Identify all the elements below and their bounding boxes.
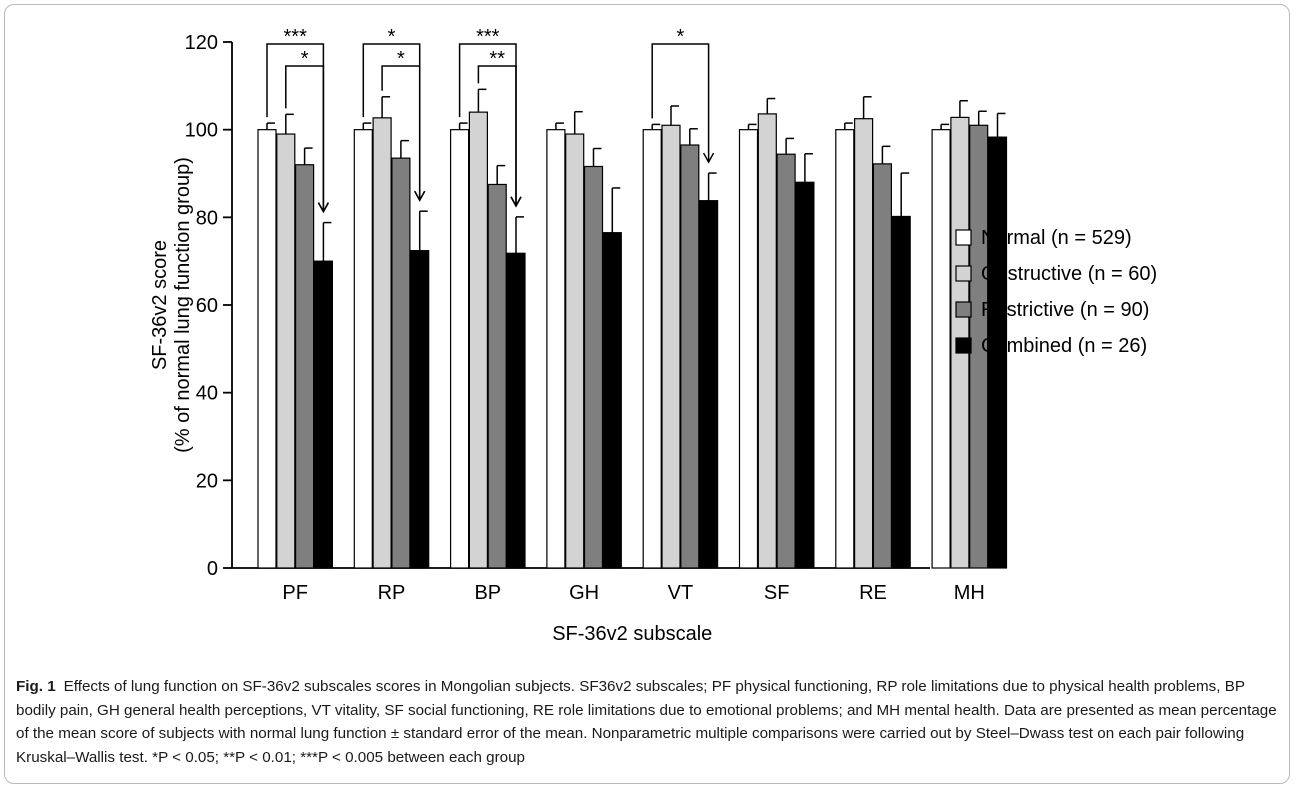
bar <box>257 129 277 569</box>
x-tick-label: VT <box>668 582 694 604</box>
x-tick-label: PF <box>282 582 308 604</box>
y-tick-label: 20 <box>196 470 218 492</box>
bar <box>776 153 796 569</box>
caption-text: Effects of lung function on SF-36v2 subs… <box>16 678 1277 766</box>
bar <box>450 129 470 569</box>
bar <box>931 129 951 569</box>
bar <box>468 111 488 569</box>
y-tick-label: 120 <box>185 32 218 54</box>
significance-label: * <box>388 26 396 48</box>
bar <box>313 260 333 569</box>
bar <box>680 144 700 569</box>
y-tick-label: 100 <box>185 120 218 142</box>
legend-swatch <box>955 301 972 318</box>
significance-bracket <box>477 65 517 205</box>
significance-label: * <box>397 48 405 70</box>
y-tick-label: 60 <box>196 295 218 317</box>
x-tick-label: MH <box>954 582 985 604</box>
y-tick-label: 80 <box>196 207 218 229</box>
x-tick-label: RP <box>378 582 406 604</box>
significance-arrowhead <box>317 202 330 214</box>
bar <box>872 163 893 569</box>
bar <box>276 133 296 569</box>
bar <box>757 113 777 569</box>
bar <box>738 129 759 569</box>
significance-arrowhead <box>510 196 522 208</box>
significance-bracket <box>285 65 325 211</box>
bar <box>642 129 662 569</box>
x-tick-label: BP <box>474 582 501 604</box>
significance-label: * <box>301 48 309 70</box>
legend-label: Normal (n = 529) <box>981 227 1132 249</box>
bar <box>372 117 392 569</box>
bar <box>295 164 315 569</box>
legend-label: Obstructive (n = 60) <box>981 263 1157 285</box>
legend-swatch <box>955 337 972 354</box>
significance-label: *** <box>476 26 500 48</box>
bar <box>410 250 430 569</box>
legend-swatch <box>955 265 972 282</box>
y-axis-title: SF-36v2 score <box>149 240 171 370</box>
bar <box>891 215 911 569</box>
x-tick-label: RE <box>859 582 887 604</box>
y-tick-label: 0 <box>207 558 218 580</box>
bar <box>506 252 526 569</box>
significance-arrowhead <box>702 152 715 164</box>
bar <box>546 129 566 569</box>
significance-arrowhead <box>414 190 426 202</box>
significance-label: ** <box>489 48 505 70</box>
legend-label: Combined (n = 26) <box>981 335 1147 357</box>
y-tick-label: 40 <box>196 383 218 405</box>
figure-caption: Fig. 1 Effects of lung function on SF-36v… <box>16 675 1278 769</box>
bar <box>987 136 1008 569</box>
bar <box>835 129 855 569</box>
figure-label: Fig. 1 <box>16 678 56 695</box>
bar <box>353 129 373 569</box>
figure-frame <box>4 4 1290 784</box>
bar <box>391 157 411 569</box>
significance-label: *** <box>284 26 308 48</box>
x-tick-label: SF <box>764 582 790 604</box>
bar <box>795 181 815 569</box>
bar <box>698 200 719 569</box>
significance-label: * <box>677 26 685 48</box>
significance-bracket <box>651 43 710 162</box>
bar <box>853 118 874 569</box>
bar-chart: 0 20 40 60 80 100 120 SF-36v2 score (% of normal… <box>149 26 1157 645</box>
bar <box>583 165 604 569</box>
bar <box>661 124 681 569</box>
bar <box>487 183 507 569</box>
bar <box>565 133 585 569</box>
bar <box>602 232 622 569</box>
y-axis-subtitle: (% of normal lung function group) <box>172 157 194 453</box>
x-tick-label: GH <box>569 582 599 604</box>
legend-swatch <box>955 229 972 246</box>
x-axis-title: SF-36v2 subscale <box>552 623 712 645</box>
legend-label: Restrictive (n = 90) <box>981 299 1149 321</box>
significance-bracket <box>381 65 421 200</box>
